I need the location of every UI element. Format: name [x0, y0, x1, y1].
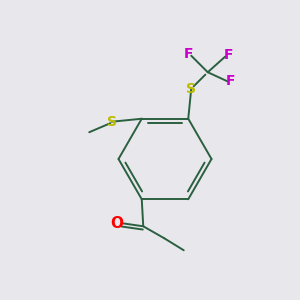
Text: F: F [226, 74, 236, 88]
Text: O: O [110, 216, 123, 231]
Text: S: S [107, 115, 117, 129]
Text: S: S [186, 82, 196, 96]
Text: F: F [184, 47, 194, 61]
Text: F: F [224, 48, 233, 62]
